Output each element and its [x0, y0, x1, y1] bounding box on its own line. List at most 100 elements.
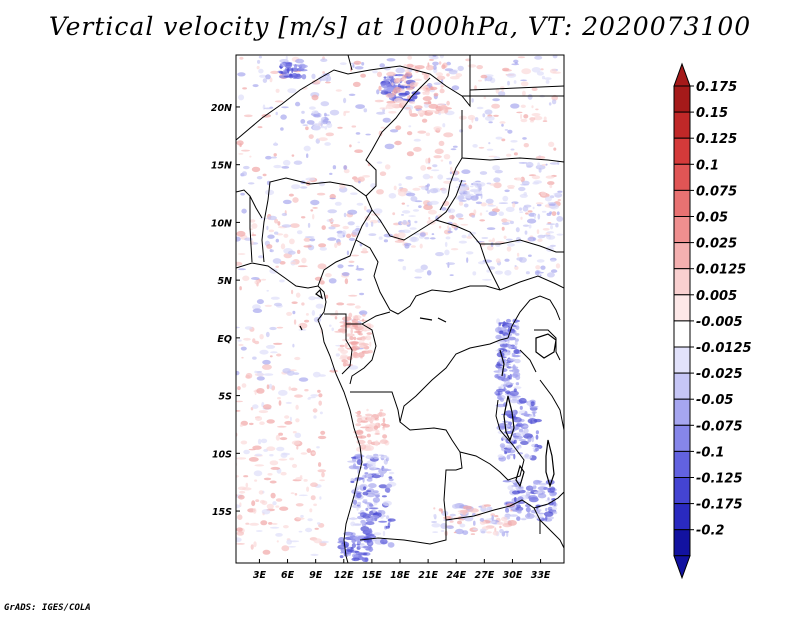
- field-speckle: [256, 176, 263, 180]
- field-speckle: [248, 457, 259, 462]
- field-speckle: [520, 104, 526, 109]
- field-speckle: [426, 189, 430, 194]
- field-speckle: [513, 152, 518, 156]
- field-speckle: [277, 397, 281, 400]
- field-speckle: [273, 342, 283, 345]
- field-speckle: [254, 370, 258, 374]
- field-speckle: [523, 433, 533, 439]
- field-speckle: [366, 478, 373, 482]
- field-speckle: [444, 241, 448, 248]
- field-speckle: [289, 540, 300, 543]
- field-speckle: [279, 261, 286, 265]
- field-speckle: [263, 373, 274, 376]
- field-speckle: [236, 537, 242, 543]
- field-speckle: [485, 198, 494, 204]
- field-speckle: [519, 207, 522, 211]
- field-speckle: [510, 399, 518, 404]
- field-speckle: [516, 252, 520, 257]
- field-speckle: [350, 328, 354, 335]
- colorbar-label: 0.1: [696, 158, 719, 173]
- field-speckle: [533, 479, 541, 485]
- field-speckle: [241, 208, 247, 214]
- field-speckle: [514, 497, 517, 502]
- field-speckle: [467, 114, 476, 121]
- field-speckle: [499, 525, 502, 529]
- colorbar-label: 0.075: [696, 184, 737, 199]
- field-speckle: [386, 71, 396, 77]
- field-speckle: [551, 211, 557, 217]
- field-speckle: [382, 434, 388, 439]
- field-speckle: [350, 517, 356, 521]
- field-speckle: [367, 349, 373, 354]
- field-speckle: [274, 141, 277, 146]
- field-speckle: [269, 77, 273, 83]
- field-speckle: [348, 260, 355, 263]
- field-speckle: [280, 243, 286, 250]
- field-speckle: [254, 340, 260, 345]
- field-speckle: [311, 310, 316, 316]
- field-speckle: [269, 526, 280, 529]
- field-speckle: [270, 466, 281, 470]
- field-speckle: [311, 94, 319, 101]
- field-speckle: [321, 225, 326, 231]
- field-speckle: [535, 434, 539, 440]
- field-speckle: [303, 237, 311, 242]
- field-speckle: [268, 383, 273, 389]
- colorbar-label: -0.05: [696, 393, 733, 408]
- field-speckle: [512, 409, 516, 414]
- field-speckle: [247, 182, 255, 185]
- field-speckle: [422, 91, 430, 94]
- field-speckle: [366, 433, 371, 438]
- field-speckle: [429, 58, 434, 61]
- field-speckle: [382, 117, 391, 123]
- field-speckle: [552, 511, 558, 515]
- field-speckle: [393, 185, 397, 191]
- field-speckle: [515, 236, 521, 243]
- field-speckle: [350, 521, 356, 527]
- field-speckle: [386, 102, 397, 107]
- field-speckle: [531, 436, 535, 443]
- field-speckle: [301, 302, 305, 306]
- field-speckle: [301, 216, 306, 219]
- field-speckle: [351, 125, 357, 128]
- field-speckle: [504, 129, 509, 131]
- field-speckle: [339, 555, 344, 559]
- field-speckle: [548, 102, 552, 106]
- field-speckle: [238, 253, 246, 255]
- field-speckle: [369, 515, 380, 519]
- field-speckle: [341, 230, 347, 236]
- field-speckle: [440, 207, 447, 211]
- field-speckle: [523, 143, 529, 148]
- field-speckle: [353, 330, 363, 334]
- field-speckle: [290, 492, 295, 495]
- field-speckle: [506, 454, 511, 460]
- country-borders: [236, 55, 564, 563]
- field-speckle: [458, 180, 467, 183]
- field-speckle: [459, 509, 469, 514]
- field-speckle: [486, 182, 492, 185]
- field-speckle: [298, 494, 308, 497]
- field-speckle: [310, 209, 314, 212]
- field-speckle: [372, 497, 380, 503]
- field-speckle: [236, 370, 240, 376]
- field-speckle: [382, 500, 392, 506]
- field-speckle: [346, 549, 354, 552]
- field-speckle: [414, 220, 418, 224]
- field-speckle: [287, 88, 297, 94]
- field-speckle: [502, 332, 509, 336]
- colorbar-swatch: [673, 346, 691, 374]
- field-speckle: [527, 210, 533, 213]
- field-speckle: [510, 366, 519, 369]
- field-speckle: [239, 424, 243, 427]
- field-speckle: [433, 155, 442, 159]
- field-speckle: [535, 155, 546, 160]
- field-speckle: [521, 412, 528, 416]
- field-speckle: [250, 544, 254, 550]
- field-speckle: [257, 438, 262, 445]
- field-speckle: [422, 173, 431, 180]
- field-speckle: [476, 65, 484, 70]
- field-speckle: [495, 242, 501, 247]
- field-speckle: [300, 186, 308, 189]
- field-speckle: [279, 71, 284, 74]
- field-speckle: [406, 151, 414, 157]
